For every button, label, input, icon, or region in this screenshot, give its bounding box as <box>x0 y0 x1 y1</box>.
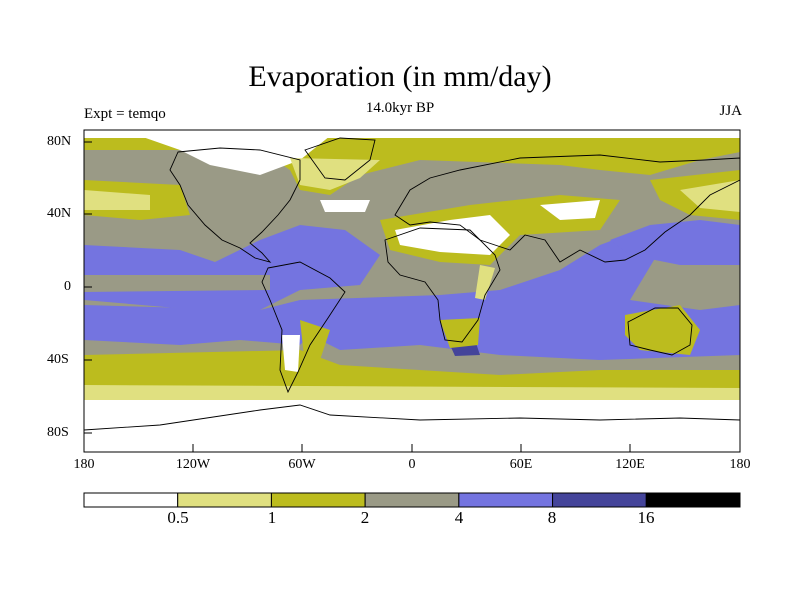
colorbar-swatch <box>552 492 647 508</box>
colorbar-swatch <box>177 492 272 508</box>
field-region <box>395 215 510 255</box>
evaporation-field <box>84 130 740 452</box>
season-label: JJA <box>719 103 742 119</box>
colorbar-tick-label: 2 <box>360 508 370 527</box>
lon-label-60w: 60W <box>288 457 316 472</box>
field-region <box>140 136 330 175</box>
coastline-greenland <box>304 137 376 181</box>
field-region <box>84 275 270 292</box>
lon-label-180w: 180 <box>73 457 95 472</box>
field-region <box>84 300 320 345</box>
plot-title: Evaporation (in mm/day) <box>248 60 552 93</box>
lon-label-120e: 120E <box>615 457 645 472</box>
field-region <box>84 190 150 210</box>
field-region <box>540 200 600 220</box>
field-region <box>282 335 300 372</box>
axis-ticks <box>83 141 741 452</box>
lon-label-120w: 120W <box>175 457 211 472</box>
field-region <box>625 305 700 355</box>
coastline-africa <box>384 227 501 343</box>
colorbar-swatch <box>364 492 460 508</box>
lat-label-40n: 40N <box>47 206 72 221</box>
lat-label-eq: 0 <box>64 279 71 294</box>
colorbar-tick-label: 16 <box>637 508 655 527</box>
lon-label-60e: 60E <box>509 457 533 472</box>
field-region <box>290 158 380 190</box>
plot-subtitle: 14.0kyr BP <box>365 100 435 116</box>
lon-label-180e: 180 <box>729 457 751 472</box>
colorbar-swatch <box>270 492 366 508</box>
colorbar-tick-label: 8 <box>547 508 557 527</box>
coastline-antarctica <box>84 404 740 431</box>
lon-label-0: 0 <box>408 457 416 472</box>
colorbar-swatch <box>83 492 179 508</box>
field-region <box>300 320 330 365</box>
field-region <box>84 150 740 195</box>
colorbar-tick-label: 4 <box>454 508 464 527</box>
field-region <box>320 200 370 212</box>
coastline-north-america <box>169 147 301 263</box>
colorbar-swatch <box>645 492 741 508</box>
colorbar-tick-label: 0.5 <box>167 508 189 527</box>
lat-label-80s: 80S <box>47 425 69 440</box>
colorbar <box>83 492 741 508</box>
field-region <box>610 220 740 265</box>
field-region <box>475 265 495 300</box>
coastline-australia <box>627 307 693 356</box>
coastlines <box>84 137 740 431</box>
coastline-eurasia <box>394 154 740 263</box>
field-band <box>84 130 740 138</box>
experiment-label: Expt = temqo <box>84 106 166 122</box>
lat-label-80n: 80N <box>47 134 72 149</box>
colorbar-tick-label: 1 <box>267 508 277 527</box>
coastline-south-america <box>261 261 346 394</box>
field-band <box>84 400 740 452</box>
lat-label-40s: 40S <box>47 352 69 367</box>
colorbar-swatch <box>458 492 554 508</box>
